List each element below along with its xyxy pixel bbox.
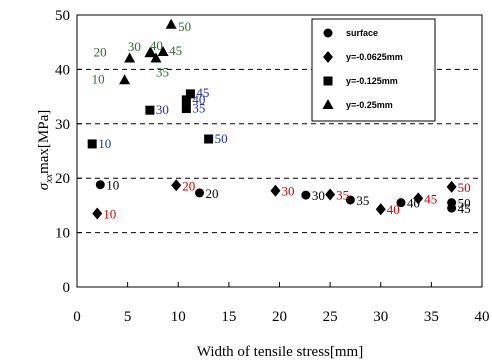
data-point-circle [447,198,457,208]
data-label: 50 [215,131,228,146]
y-tick-label: 40 [55,62,70,78]
data-point-diamond [325,188,336,201]
x-tick-label: 35 [424,309,439,325]
data-points [87,18,457,220]
data-label: 40 [150,38,163,53]
data-label: 40 [387,202,400,217]
data-label: 45 [458,201,471,216]
data-point-square [181,95,191,105]
data-label: 40 [407,196,420,211]
x-tick-label: 25 [323,309,338,325]
x-axis-label: Width of tensile stress[mm] [197,344,363,360]
data-point-triangle [157,45,169,56]
data-label: 30 [281,184,294,199]
x-tick-label: 20 [272,309,287,325]
data-point-circle [301,190,311,200]
data-label: 20 [206,186,219,201]
data-point-circle [396,198,406,208]
data-point-triangle [150,52,162,63]
y-tick-label: 20 [55,171,70,187]
data-point-diamond [270,184,281,197]
data-point-diamond [92,207,103,220]
data-label: 10 [98,136,111,151]
data-point-triangle [144,47,156,58]
data-point-square [204,134,214,144]
y-axis-label-subscript: xx [44,173,55,183]
x-tick-label: 40 [475,309,490,325]
legend-label: y=-0.125mm [346,76,398,86]
legend-marker-triangle [322,99,334,109]
data-label: 20 [94,45,107,60]
data-point-square [185,89,195,99]
data-label: 50 [458,180,471,195]
legend: surface y=-0.0625mm y=-0.125mm y=-0.25mm [311,18,436,122]
legend-label: y=-0.0625mm [346,52,403,62]
data-point-circle [195,188,205,198]
data-label: 35 [192,101,205,116]
data-label: 35 [356,193,369,208]
data-label: 30 [312,188,325,203]
data-label: 35 [336,188,349,203]
data-label: 45 [424,191,437,206]
data-point-circle [345,195,355,205]
data-point-square [145,105,155,115]
legend-label: surface [346,28,378,38]
data-point-square [87,139,97,149]
legend-marker-circle [323,28,333,38]
data-point-diamond [171,179,182,192]
y-axis-label-sigma: σ [36,182,52,190]
data-label: 10 [103,207,116,222]
data-label: 40 [192,92,205,107]
gridlines [77,68,482,234]
data-point-diamond [413,192,424,205]
data-point-triangle [165,18,177,29]
data-label: 45 [169,43,182,58]
data-point-square [181,104,191,114]
y-tick-label: 30 [55,117,70,133]
data-label: 10 [106,178,119,193]
data-label: 30 [128,39,141,54]
data-point-triangle [119,74,131,85]
x-tick-label: 30 [373,309,388,325]
data-label: 10 [92,71,105,86]
y-tick-label: 0 [63,280,71,296]
x-tick-label: 5 [124,309,132,325]
x-tick-label: 15 [221,309,236,325]
data-label: 50 [178,19,191,34]
data-point-triangle [124,52,136,63]
legend-label: y=-0.25mm [346,100,393,110]
legend-box [311,18,436,122]
data-point-diamond [446,180,457,193]
y-axis-label: σxxmax[MPa] [36,110,55,190]
y-tick-label: 50 [55,8,70,24]
legend-marker-square [323,76,333,86]
x-tick-label: 0 [73,309,81,325]
data-label: 45 [196,85,209,100]
x-tick-label: 10 [171,309,186,325]
legend-marker-diamond [323,51,333,63]
data-label: 50 [458,196,471,211]
data-label: 20 [182,178,195,193]
y-tick-label: 10 [55,226,70,242]
data-point-diamond [375,203,386,216]
data-point-circle [95,180,105,190]
y-axis-label-rest: max[MPa] [36,110,52,174]
data-label: 35 [156,65,169,80]
data-label: 30 [156,102,169,117]
